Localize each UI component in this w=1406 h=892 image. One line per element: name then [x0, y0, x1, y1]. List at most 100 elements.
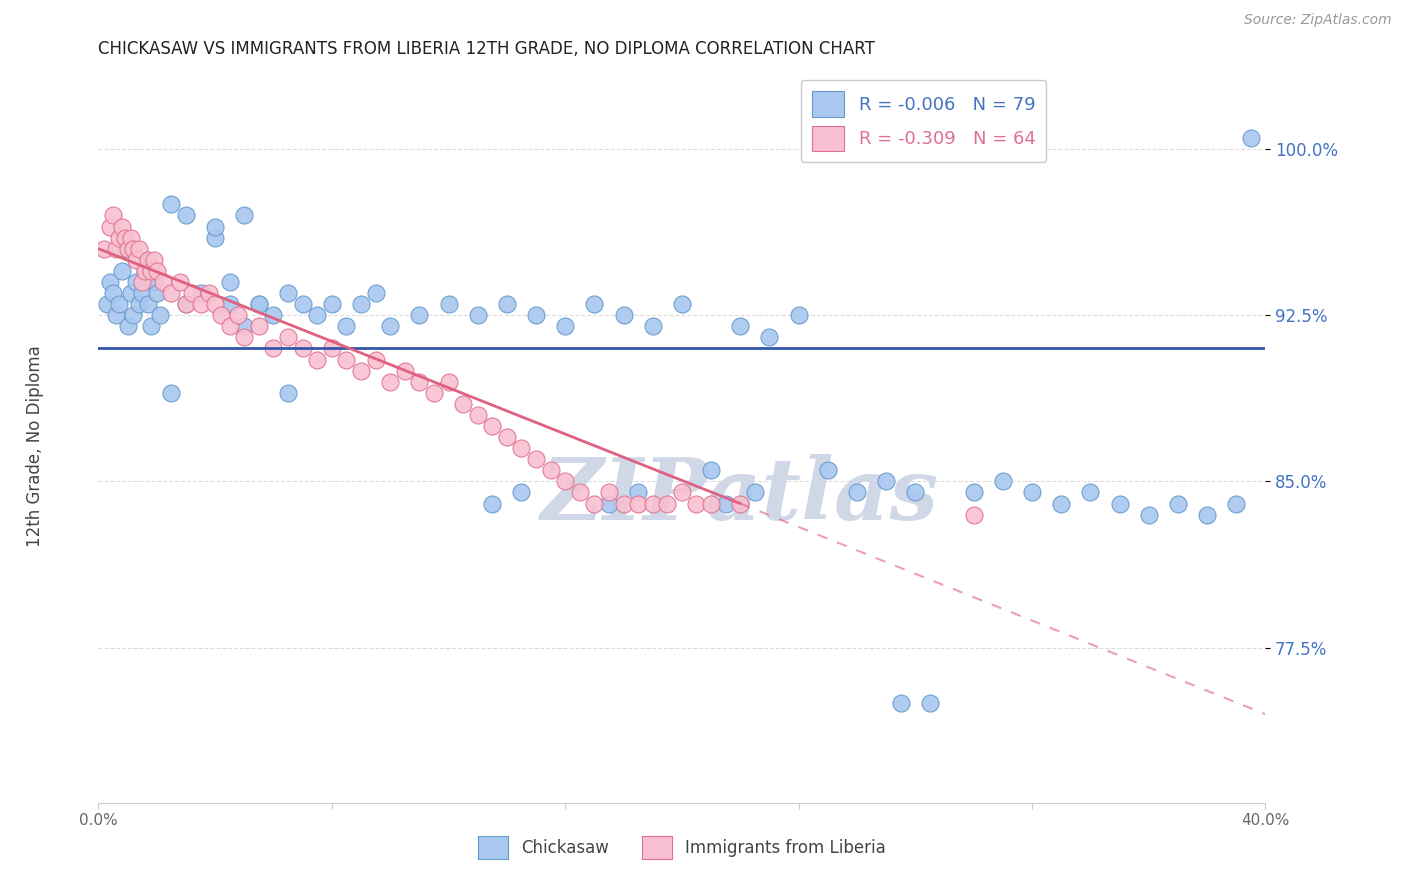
Point	[1240, 131, 1263, 145]
Point	[307, 308, 329, 322]
Point	[350, 297, 373, 311]
Point	[598, 485, 620, 500]
Text: ZIPatlas: ZIPatlas	[541, 454, 939, 537]
Point	[1195, 508, 1218, 522]
Point	[174, 297, 197, 311]
Point	[93, 242, 115, 256]
Point	[554, 319, 576, 334]
Point	[918, 696, 941, 710]
Point	[510, 485, 533, 500]
Point	[1050, 497, 1073, 511]
Point	[122, 242, 145, 256]
Point	[169, 275, 191, 289]
Point	[467, 408, 489, 422]
Point	[700, 463, 723, 477]
Point	[160, 285, 183, 300]
Point	[149, 308, 172, 322]
Text: Source: ZipAtlas.com: Source: ZipAtlas.com	[1244, 13, 1392, 28]
Point	[612, 497, 634, 511]
Point	[962, 508, 984, 522]
Point	[540, 463, 562, 477]
Point	[875, 475, 897, 489]
Point	[1167, 497, 1189, 511]
Point	[380, 319, 402, 334]
Point	[321, 297, 343, 311]
Point	[125, 252, 148, 267]
Point	[233, 319, 256, 334]
Point	[277, 330, 299, 344]
Point	[120, 285, 142, 300]
Point	[335, 352, 357, 367]
Point	[204, 297, 226, 311]
Point	[583, 297, 606, 311]
Point	[335, 319, 357, 334]
Point	[174, 209, 197, 223]
Point	[1080, 485, 1102, 500]
Point	[657, 497, 679, 511]
Point	[598, 497, 620, 511]
Point	[120, 230, 142, 244]
Point	[204, 219, 226, 234]
Point	[204, 230, 226, 244]
Point	[307, 352, 329, 367]
Point	[423, 385, 446, 400]
Point	[321, 342, 343, 356]
Point	[685, 497, 707, 511]
Point	[134, 264, 156, 278]
Point	[787, 308, 810, 322]
Point	[700, 497, 723, 511]
Point	[408, 308, 430, 322]
Point	[612, 308, 634, 322]
Point	[481, 497, 503, 511]
Point	[291, 342, 314, 356]
Point	[218, 297, 240, 311]
Point	[1137, 508, 1160, 522]
Point	[496, 297, 519, 311]
Point	[262, 342, 284, 356]
Point	[139, 264, 162, 278]
Point	[510, 441, 533, 455]
Point	[437, 297, 460, 311]
Text: CHICKASAW VS IMMIGRANTS FROM LIBERIA 12TH GRADE, NO DIPLOMA CORRELATION CHART: CHICKASAW VS IMMIGRANTS FROM LIBERIA 12T…	[98, 40, 876, 58]
Point	[117, 242, 139, 256]
Point	[108, 297, 131, 311]
Point	[247, 297, 270, 311]
Point	[641, 497, 664, 511]
Point	[277, 385, 299, 400]
Point	[627, 497, 650, 511]
Point	[730, 497, 752, 511]
Point	[101, 209, 124, 223]
Point	[641, 319, 664, 334]
Point	[247, 297, 270, 311]
Point	[131, 285, 153, 300]
Point	[962, 485, 984, 500]
Point	[568, 485, 591, 500]
Point	[730, 319, 752, 334]
Point	[627, 485, 650, 500]
Point	[467, 308, 489, 322]
Point	[524, 308, 547, 322]
Point	[817, 463, 839, 477]
Point	[394, 363, 416, 377]
Point	[136, 252, 159, 267]
Point	[451, 397, 474, 411]
Point	[117, 319, 139, 334]
Point	[291, 297, 314, 311]
Point	[437, 375, 460, 389]
Point	[890, 696, 912, 710]
Point	[846, 485, 869, 500]
Point	[496, 430, 519, 444]
Point	[160, 197, 183, 211]
Point	[671, 297, 693, 311]
Point	[146, 285, 169, 300]
Point	[111, 264, 134, 278]
Point	[134, 264, 156, 278]
Point	[364, 352, 387, 367]
Point	[1021, 485, 1043, 500]
Point	[122, 308, 145, 322]
Point	[114, 230, 136, 244]
Point	[146, 264, 169, 278]
Point	[180, 285, 202, 300]
Point	[128, 297, 150, 311]
Point	[277, 285, 299, 300]
